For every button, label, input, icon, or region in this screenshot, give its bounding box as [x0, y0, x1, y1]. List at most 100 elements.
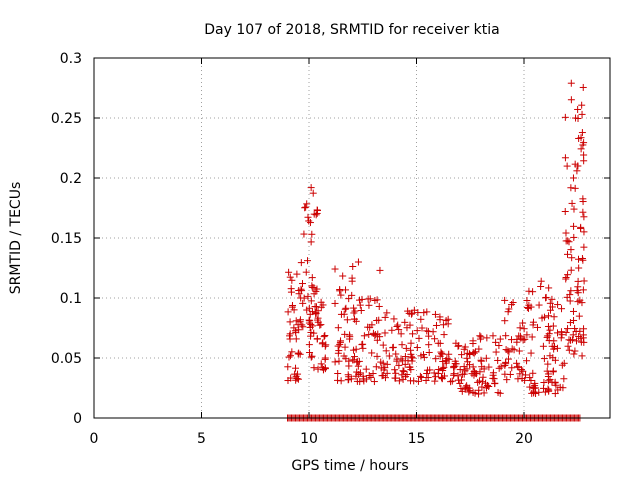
data-point [502, 360, 510, 368]
data-point [482, 379, 490, 387]
data-point [549, 354, 557, 362]
data-point [414, 377, 422, 385]
data-point [339, 272, 347, 280]
data-point [574, 105, 582, 113]
data-point [475, 390, 483, 398]
x-tick-label: 0 [90, 431, 99, 447]
data-point [290, 324, 298, 332]
data-point [313, 335, 321, 343]
data-point [568, 199, 576, 207]
data-point [305, 341, 313, 349]
data-point [545, 386, 553, 394]
data-point [285, 268, 293, 276]
data-point [321, 354, 329, 362]
data-point [509, 299, 517, 307]
data-point [317, 360, 325, 368]
data-point [308, 230, 316, 238]
data-point [292, 329, 300, 337]
data-point [510, 346, 518, 354]
data-point [434, 370, 442, 378]
data-point [383, 360, 391, 368]
x-axis-label: GPS time / hours [291, 458, 408, 474]
data-point [508, 336, 516, 344]
data-point [440, 331, 448, 339]
data-point [529, 318, 537, 326]
data-point [469, 340, 477, 348]
data-point [304, 257, 312, 265]
data-point [366, 295, 374, 303]
data-point [475, 345, 483, 353]
data-point [545, 312, 553, 320]
data-point [440, 363, 448, 371]
data-point [314, 307, 322, 315]
data-point [569, 307, 577, 315]
data-point [513, 338, 521, 346]
data-point [341, 330, 349, 338]
data-point [425, 348, 433, 356]
data-point [413, 344, 421, 352]
data-point [392, 350, 400, 358]
data-point [523, 297, 531, 305]
data-point [517, 366, 525, 374]
data-point [558, 361, 566, 369]
data-point [516, 370, 524, 378]
data-point [575, 134, 583, 142]
data-point [292, 364, 300, 372]
data-point [413, 327, 421, 335]
data-point [501, 361, 509, 369]
data-point [454, 342, 462, 350]
data-point [409, 330, 417, 338]
data-point [439, 364, 447, 372]
data-point [394, 321, 402, 329]
data-point [544, 377, 552, 385]
data-point [546, 376, 554, 384]
data-point [423, 308, 431, 316]
data-point [373, 296, 381, 304]
data-point [548, 303, 556, 311]
data-point [580, 213, 588, 221]
data-point [416, 372, 424, 380]
data-point [307, 238, 315, 246]
data-point [344, 376, 352, 384]
data-point [357, 306, 365, 314]
data-point [458, 376, 466, 384]
data-point [445, 350, 453, 358]
data-point [455, 342, 463, 350]
data-point [442, 357, 450, 365]
data-point [527, 349, 535, 357]
data-point [450, 364, 458, 372]
data-point [284, 308, 292, 316]
data-point [383, 369, 391, 377]
data-point [482, 354, 490, 362]
data-point [566, 319, 574, 327]
data-point [562, 229, 570, 237]
data-point [558, 305, 566, 313]
data-point [578, 110, 586, 118]
data-point [356, 301, 364, 309]
data-point [456, 379, 464, 387]
data-point [390, 315, 398, 323]
data-point [335, 357, 343, 365]
data-point [375, 302, 383, 310]
data-point [535, 301, 543, 309]
data-point [577, 223, 585, 231]
data-point [438, 350, 446, 358]
data-point [553, 344, 561, 352]
data-point [365, 301, 373, 309]
data-point [573, 167, 581, 175]
data-point [350, 309, 358, 317]
data-point [298, 321, 306, 329]
data-point [501, 317, 509, 325]
data-point [569, 331, 577, 339]
data-point [574, 162, 582, 170]
data-point [287, 352, 295, 360]
data-point [295, 349, 303, 357]
data-point [539, 384, 547, 392]
data-point [343, 316, 351, 324]
data-point [565, 238, 573, 246]
data-point [429, 328, 437, 336]
data-point [342, 355, 350, 363]
data-point [578, 255, 586, 263]
data-point [373, 352, 381, 360]
